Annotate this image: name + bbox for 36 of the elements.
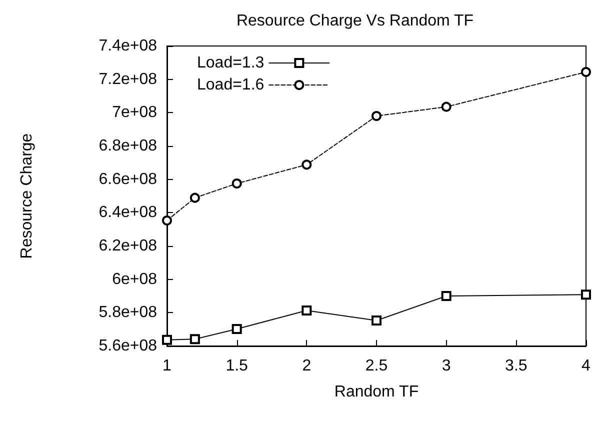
x-tick-label: 3.5 <box>505 358 528 374</box>
x-tick-label: 1 <box>162 358 172 374</box>
point <box>190 192 200 203</box>
point <box>302 306 312 316</box>
y-tick-label: 7.2e+08 <box>98 70 158 88</box>
y-tick-label: 7.4e+08 <box>98 38 158 54</box>
point <box>372 316 382 326</box>
y-tick-label: 5.8e+08 <box>98 304 158 322</box>
y-tick-label: 7e+08 <box>112 104 158 122</box>
point <box>441 102 452 112</box>
point <box>581 67 591 77</box>
y-tick-label: 5.6e+08 <box>98 338 158 354</box>
point <box>441 291 452 301</box>
point <box>302 160 312 170</box>
point <box>162 216 172 226</box>
x-axis-title: Random TF <box>334 384 419 400</box>
point <box>232 178 242 188</box>
point <box>232 324 242 334</box>
point <box>162 334 172 345</box>
point <box>372 111 382 121</box>
y-tick-label: 6.8e+08 <box>98 138 158 154</box>
x-tick-label: 4 <box>582 358 591 374</box>
x-tick-label: 1.5 <box>226 358 248 374</box>
y-tick-label: 6.4e+08 <box>98 204 158 222</box>
point <box>581 290 591 300</box>
point <box>190 334 200 344</box>
y-tick-label: 6.2e+08 <box>98 238 158 254</box>
legend-label: Load=1.6 <box>196 76 264 94</box>
chart-title: Resource Charge Vs Random TF <box>236 12 474 30</box>
x-tick-label: 2.5 <box>365 358 388 374</box>
x-tick-label: 2 <box>302 358 312 374</box>
y-tick-label: 6e+08 <box>112 270 158 288</box>
x-tick-label: 3 <box>442 358 451 374</box>
y-axis-title: Resource Charge <box>18 133 36 259</box>
y-tick-label: 6.6e+08 <box>98 170 158 188</box>
legend-label: Load=1.3 <box>196 54 264 72</box>
